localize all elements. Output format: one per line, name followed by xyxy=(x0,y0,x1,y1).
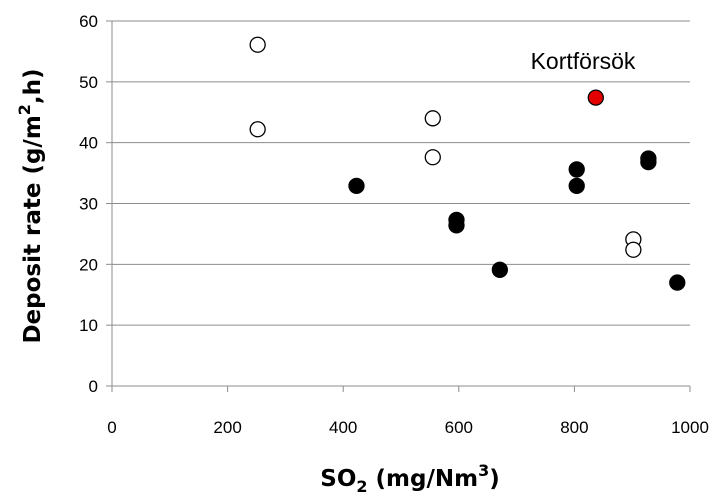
data-point xyxy=(491,261,508,278)
y-tick-label: 40 xyxy=(79,134,98,153)
data-point xyxy=(448,217,465,234)
y-tick-label: 30 xyxy=(79,195,98,214)
y-tick-label: 0 xyxy=(89,377,98,396)
grid-lines xyxy=(112,20,690,326)
axes xyxy=(106,20,691,392)
data-point xyxy=(424,149,441,166)
x-tick-label: 400 xyxy=(329,418,357,437)
y-tick-label: 20 xyxy=(79,255,98,274)
x-tick-label: 0 xyxy=(107,418,116,437)
x-tick-labels: 0 200 400 600 800 1000 xyxy=(107,418,709,437)
data-point xyxy=(249,36,266,53)
data-point xyxy=(568,177,585,195)
y-tick-label: 60 xyxy=(79,12,98,31)
x-axis-title: SO2 (mg/Nm3) xyxy=(320,461,500,496)
x-tick-label: 1000 xyxy=(671,418,709,437)
x-tick-label: 200 xyxy=(213,418,241,437)
data-points xyxy=(249,36,686,291)
data-point xyxy=(249,121,266,138)
x-tick-label: 800 xyxy=(560,418,588,437)
x-tick-label: 600 xyxy=(445,418,473,437)
data-point xyxy=(348,177,365,195)
data-point xyxy=(424,110,441,127)
data-point xyxy=(640,153,657,171)
data-point xyxy=(568,161,585,178)
data-point xyxy=(587,89,604,106)
data-point xyxy=(669,274,686,291)
y-axis-title: Deposit rate (g/m2,h) xyxy=(15,68,46,343)
y-tick-label: 50 xyxy=(79,73,98,92)
data-point xyxy=(625,241,642,258)
annotation-label: Kortförsök xyxy=(531,48,636,74)
y-tick-labels: 0 10 20 30 40 50 60 xyxy=(79,12,98,396)
y-tick-label: 10 xyxy=(79,316,98,335)
